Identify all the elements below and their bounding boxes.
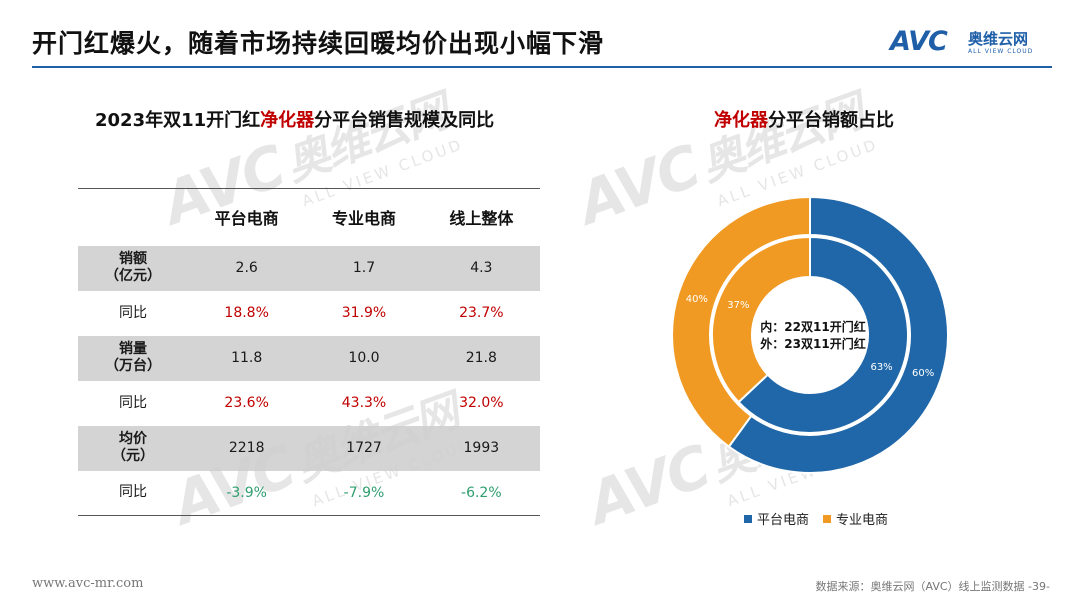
row-label: 同比 <box>78 471 188 516</box>
row-label-line1: 同比 <box>119 484 147 501</box>
table-header-empty <box>78 189 188 246</box>
watermark-cn: 奥维云网 <box>693 86 870 192</box>
logo-mark: AVC <box>890 26 948 57</box>
legend-label: 专业电商 <box>836 513 889 528</box>
donut-chart: 63% 37% 60% 40% 内：22双11开门红 外：23双11开门红 <box>671 195 949 474</box>
row-label-line1: 同比 <box>119 304 147 321</box>
row-label: 同比 <box>78 291 188 336</box>
table-title-prefix: 2023年双11开门红 <box>95 110 261 131</box>
table-row: 销量 （万台） 11.8 10.0 21.8 <box>78 335 540 381</box>
table-cell: 32.0% <box>459 395 504 411</box>
legend-label: 平台电商 <box>757 513 810 528</box>
table-title-suffix: 分平台销售规模及同比 <box>314 110 495 131</box>
row-label-line2: （亿元） <box>105 268 161 284</box>
table-row: 销额 （亿元） 2.6 1.7 4.3 <box>78 245 540 291</box>
table-cell: -6.2% <box>461 484 502 501</box>
row-label-line1: 销额 <box>119 251 147 267</box>
row-label: 均价 （元） <box>78 426 188 471</box>
table-cell: 1727 <box>346 440 382 456</box>
column-header: 专业电商 <box>331 209 396 229</box>
table-cell: 1.7 <box>352 260 376 276</box>
table-row: 同比 18.8% 31.9% 23.7% <box>78 291 540 336</box>
table-cell: -7.9% <box>343 484 385 501</box>
row-label-line1: 销量 <box>119 341 147 357</box>
outer-slice-platform <box>727 195 949 474</box>
table-cell: -3.9% <box>226 484 267 501</box>
chart-title: 净化器分平台销额占比 <box>714 106 894 132</box>
table-cell: 2.6 <box>235 260 258 276</box>
footer-url[interactable]: www.avc-mr.com <box>32 576 144 591</box>
inner-slice-platform <box>737 235 909 434</box>
legend-item-platform: 平台电商 <box>744 509 809 528</box>
table-row: 均价 （元） 2218 1727 1993 <box>78 425 540 471</box>
table-cell: 31.9% <box>341 305 387 321</box>
legend-swatch <box>744 514 752 523</box>
outer-slice-specialty <box>671 195 811 449</box>
row-label-line2: （元） <box>112 448 154 464</box>
row-label: 销量 （万台） <box>78 336 188 381</box>
outer-slice-label: 60% <box>912 368 934 379</box>
table-cell: 23.7% <box>459 305 504 321</box>
table-row: 同比 23.6% 43.3% 32.0% <box>78 381 540 426</box>
logo-cn-text: 奥维云网 <box>968 30 1029 48</box>
logo-en-text: ALL VIEW CLOUD <box>968 48 1034 55</box>
outer-slice-label: 40% <box>686 294 708 305</box>
center-label-line2: 外：23双11开门红 <box>760 336 865 351</box>
sales-table: 平台电商 专业电商 线上整体 销额 （亿元） 2.6 1.7 4.3 同比 18.… <box>78 188 540 516</box>
footer-source: 数据来源：奥维云网（AVC）线上监测数据 -39- <box>815 580 1050 593</box>
slice-labels: 63% 37% 60% 40% <box>686 294 935 379</box>
row-label-line1: 均价 <box>119 431 147 447</box>
inner-ring <box>711 235 909 434</box>
row-label-line1: 同比 <box>119 394 147 411</box>
table-cell: 21.8 <box>465 350 497 366</box>
brand-logo: AVC 奥维云网 ALL VIEW CLOUD <box>890 26 1050 60</box>
chart-title-highlight: 净化器 <box>714 110 768 131</box>
chart-title-suffix: 分平台销额占比 <box>768 110 894 131</box>
table-cell: 43.3% <box>341 395 387 411</box>
table-cell: 11.8 <box>231 350 263 366</box>
row-label-line2: （万台） <box>105 358 161 374</box>
page-title: 开门红爆火，随着市场持续回暖均价出现小幅下滑 <box>32 29 605 58</box>
table-title-highlight: 净化器 <box>260 110 315 131</box>
column-header: 平台电商 <box>214 209 279 229</box>
row-label: 销额 （亿元） <box>78 246 188 291</box>
table-cell: 1993 <box>463 440 500 456</box>
column-header: 线上整体 <box>449 209 514 229</box>
inner-slice-label: 37% <box>727 300 749 311</box>
table-cell: 18.8% <box>224 305 269 321</box>
legend-item-specialty: 专业电商 <box>823 509 888 528</box>
chart-legend: 平台电商 专业电商 <box>744 509 888 528</box>
table-title: 2023年双11开门红净化器分平台销售规模及同比 <box>95 106 494 132</box>
table-header-row: 平台电商 专业电商 线上整体 <box>78 188 540 246</box>
table-cell: 4.3 <box>470 260 493 276</box>
table-cell: 10.0 <box>348 350 380 366</box>
outer-ring <box>671 195 949 474</box>
watermark-cn: 奥维云网 <box>278 86 455 192</box>
header-divider <box>32 66 1052 68</box>
center-label-line1: 内：22双11开门红 <box>760 319 865 334</box>
table-cell: 2218 <box>228 440 265 456</box>
legend-swatch <box>823 514 832 523</box>
inner-slice-specialty <box>711 235 811 404</box>
row-label: 同比 <box>78 381 188 426</box>
table-row: 同比 -3.9% -7.9% -6.2% <box>78 471 540 516</box>
table-cell: 23.6% <box>224 395 269 411</box>
inner-slice-label: 63% <box>870 362 892 373</box>
